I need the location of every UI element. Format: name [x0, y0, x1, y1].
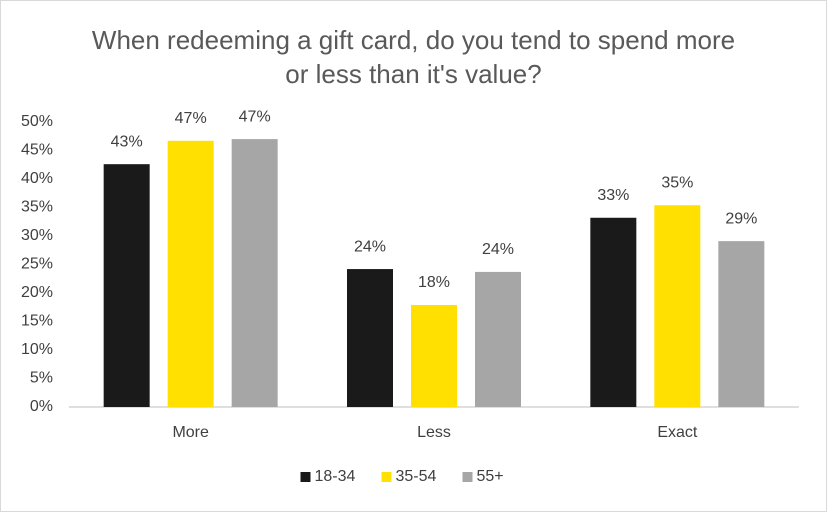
chart-title: When redeeming a gift card, do you tend … [91, 25, 736, 89]
legend-swatch [300, 472, 311, 482]
bar [347, 269, 393, 407]
bar [231, 139, 278, 407]
bar [167, 140, 214, 407]
legend-swatch [381, 472, 392, 482]
data-label: 47% [239, 108, 271, 125]
y-tick-label: 0% [30, 398, 53, 415]
legend-swatch [462, 472, 473, 482]
y-tick-label: 30% [21, 227, 53, 244]
bar [718, 241, 765, 407]
legend-label: 35-54 [396, 468, 437, 485]
data-label: 35% [661, 174, 693, 191]
data-label: 43% [111, 133, 143, 150]
y-tick-label: 5% [30, 370, 53, 387]
data-label: 24% [482, 241, 514, 258]
legend-label: 18-34 [315, 468, 356, 485]
data-label: 33% [597, 187, 629, 204]
x-tick-label: Less [417, 424, 451, 441]
x-tick-label: Exact [657, 424, 698, 441]
bar [411, 304, 457, 407]
y-tick-label: 10% [21, 341, 53, 358]
data-label: 24% [354, 238, 386, 255]
y-tick-label: 15% [21, 313, 53, 330]
x-tick-label: More [172, 424, 209, 441]
legend-label: 55+ [477, 468, 504, 485]
y-tick-label: 40% [21, 170, 53, 187]
data-label: 18% [418, 274, 450, 291]
y-tick-label: 25% [21, 256, 53, 273]
bar [654, 205, 701, 407]
y-tick-label: 35% [21, 199, 53, 216]
bar [103, 164, 150, 407]
bar [475, 271, 521, 407]
y-tick-label: 20% [21, 284, 53, 301]
bar [590, 217, 637, 407]
y-tick-label: 45% [21, 142, 53, 159]
data-label: 47% [175, 110, 207, 127]
data-label: 29% [725, 210, 757, 227]
y-tick-label: 50% [21, 113, 53, 130]
